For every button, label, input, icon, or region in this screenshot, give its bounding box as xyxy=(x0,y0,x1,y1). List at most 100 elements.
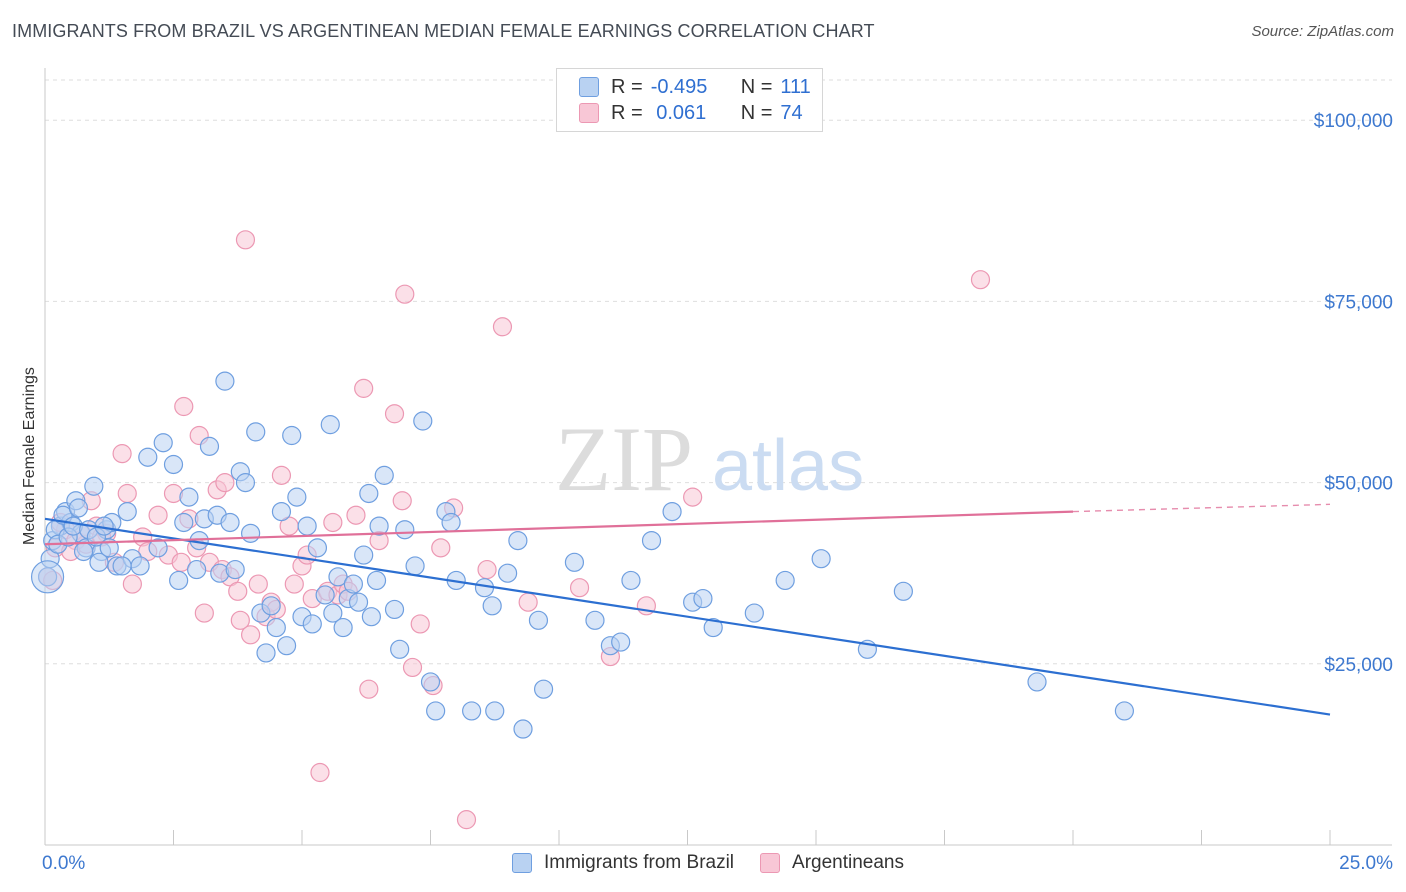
argentineans-point xyxy=(194,603,214,623)
argentineans-point xyxy=(310,762,330,783)
brazil-point xyxy=(662,502,682,522)
brazil-point xyxy=(84,476,104,496)
brazil-point xyxy=(513,719,533,739)
y-tick-label: $50,000 xyxy=(1324,474,1393,495)
brazil-point xyxy=(302,614,322,634)
argentineans-point xyxy=(456,810,477,830)
brazil-point xyxy=(395,520,415,540)
brazil-point xyxy=(187,559,207,580)
watermark: ZIP atlas xyxy=(555,408,864,510)
source-label: Source: ZipAtlas.com xyxy=(1251,23,1394,40)
argentineans-point xyxy=(215,473,235,493)
axes xyxy=(44,68,1392,846)
grid-lines xyxy=(45,79,1392,665)
brazil-point xyxy=(287,487,307,507)
argentineans-point xyxy=(359,679,379,699)
brazil-point xyxy=(235,473,256,493)
brazil-point xyxy=(256,643,276,663)
argentineans-point xyxy=(384,404,405,424)
brazil-point xyxy=(179,487,199,507)
brazil-point xyxy=(89,552,109,572)
legend-swatch-brazil xyxy=(579,77,599,97)
brazil-point xyxy=(112,556,132,576)
brazil-point xyxy=(811,549,831,569)
argentineans-point xyxy=(477,559,497,580)
legend-label-brazil: Immigrants from Brazil xyxy=(544,852,735,873)
argentineans-trend-extension xyxy=(1072,503,1331,513)
brazil-point xyxy=(241,523,261,543)
argentineans-point xyxy=(492,317,513,337)
argentineans-point xyxy=(402,657,423,678)
brazil-point xyxy=(533,679,554,699)
legend-item-brazil[interactable]: Immigrants from Brazil xyxy=(512,852,734,874)
brazil-point xyxy=(693,588,713,609)
brazil-point xyxy=(359,483,379,504)
argentineans-point xyxy=(410,614,430,634)
brazil-point xyxy=(307,538,328,558)
brazil-point xyxy=(361,607,381,627)
brazil-point xyxy=(1027,672,1047,692)
y-tick-label: $75,000 xyxy=(1324,292,1393,313)
brazil-point xyxy=(320,415,340,435)
brazil-point xyxy=(354,545,374,565)
y-tick-label: $100,000 xyxy=(1314,111,1393,132)
argentineans-point xyxy=(228,581,248,601)
brazil-point xyxy=(343,574,363,594)
legend-r-value: -0.495 xyxy=(650,75,708,98)
brazil-point xyxy=(369,516,389,536)
brazil-point xyxy=(611,632,631,652)
series-legend: Immigrants from Brazil Argentineans xyxy=(512,852,930,874)
brazil-point xyxy=(374,465,394,485)
brazil-point xyxy=(276,636,297,656)
brazil-point xyxy=(585,610,605,630)
brazil-point xyxy=(1114,701,1135,721)
argentineans-point xyxy=(395,284,415,304)
argentineans-point xyxy=(248,574,268,594)
brazil-point xyxy=(266,617,286,638)
legend-item-argentineans[interactable]: Argentineans xyxy=(760,852,904,874)
brazil-point xyxy=(426,701,446,721)
argentineans-point xyxy=(323,512,343,533)
legend-r-value: 0.061 xyxy=(650,101,707,124)
brazil-trend-line xyxy=(44,517,1331,716)
brazil-point xyxy=(271,502,292,522)
legend-r-label: R = xyxy=(611,75,643,98)
watermark-zip: ZIP xyxy=(555,408,693,510)
correlation-legend: R = -0.495 N = 111 R = 0.061 N = 74 xyxy=(556,68,823,132)
brazil-point xyxy=(68,498,89,518)
brazil-point xyxy=(73,541,94,562)
legend-swatch-brazil xyxy=(512,853,532,873)
argentineans-point xyxy=(235,230,256,250)
argentineans-point xyxy=(431,538,451,558)
brazil-point xyxy=(199,436,220,456)
brazil-point xyxy=(405,556,425,576)
argentineans-point xyxy=(354,378,374,398)
legend-n-value: 74 xyxy=(780,101,803,124)
argentineans-point xyxy=(241,625,261,645)
legend-label-argentineans: Argentineans xyxy=(792,852,904,873)
brazil-point xyxy=(893,581,913,601)
y-axis-label: Median Female Earnings xyxy=(21,367,38,545)
brazil-point xyxy=(30,560,65,594)
argentineans-point xyxy=(683,487,703,507)
brazil-point xyxy=(333,617,353,638)
watermark-atlas: atlas xyxy=(712,426,864,506)
argentineans-point xyxy=(148,505,168,525)
brazil-point xyxy=(744,603,764,623)
brazil-point xyxy=(508,530,528,551)
argentineans-point xyxy=(970,270,991,290)
brazil-point xyxy=(420,672,441,692)
legend-swatch-argentineans xyxy=(760,853,781,873)
argentineans-trend-line xyxy=(44,510,1074,546)
y-tick-label: $25,000 xyxy=(1324,655,1393,676)
brazil-point xyxy=(498,563,518,583)
brazil-point xyxy=(138,447,158,467)
x-tick-label: 25.0% xyxy=(1339,853,1393,874)
brazil-point xyxy=(390,639,410,659)
tick-labels: $25,000 $50,000 $75,000 $100,000 0.0% 25.0% xyxy=(42,111,1393,874)
argentineans-point xyxy=(271,465,292,485)
argentineans-point xyxy=(518,592,538,612)
legend-row-brazil: R = -0.495 N = 111 xyxy=(579,75,811,99)
brazil-point xyxy=(528,610,549,630)
brazil-point xyxy=(163,454,184,475)
